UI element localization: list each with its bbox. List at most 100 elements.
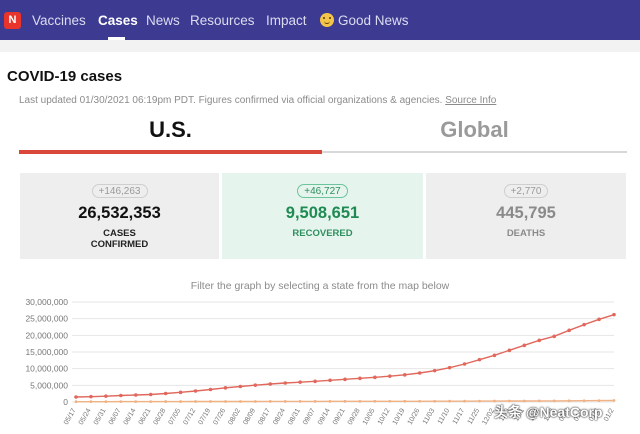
recovered-label: RECOVERED	[292, 228, 353, 239]
nav-impact[interactable]: Impact	[266, 13, 307, 28]
cases-point	[373, 375, 377, 380]
x-tick-label: 10/19	[392, 407, 407, 426]
cases-point	[402, 373, 407, 377]
x-tick-label: 10/12	[377, 407, 392, 426]
cases-point	[119, 393, 123, 398]
deaths-point	[104, 400, 108, 404]
deaths-point	[433, 399, 437, 403]
recovered-value: 9,508,651	[285, 204, 360, 222]
cases-point	[193, 389, 198, 393]
y-tick-label: 20,000,000	[25, 330, 68, 340]
x-tick-label: 08/31	[287, 407, 302, 426]
deaths-delta-badge: +2,770	[503, 184, 549, 198]
cases-point	[89, 394, 93, 399]
x-tick-label: 09/14	[317, 407, 332, 426]
deaths-point	[268, 400, 272, 403]
cases-point	[253, 383, 258, 387]
x-tick-label: 09/28	[347, 407, 362, 426]
deaths-point	[552, 399, 556, 403]
x-tick-label: 05/17	[63, 407, 78, 426]
deaths-point	[478, 399, 481, 403]
x-tick-label: 01/2	[603, 407, 616, 422]
deaths-point	[522, 399, 526, 403]
cases-point	[432, 368, 437, 373]
recovered-delta-badge: +46,727	[297, 184, 348, 198]
deaths-point	[358, 399, 362, 403]
x-tick-label: 11/25	[467, 407, 482, 425]
deaths-point	[134, 400, 138, 404]
logo-icon[interactable]: N	[4, 12, 21, 29]
x-tick-label: 09/07	[302, 407, 317, 426]
deaths-point	[597, 399, 601, 403]
x-tick-label: 08/17	[257, 407, 272, 426]
y-tick-label: 15,000,000	[25, 347, 68, 357]
cases-point	[447, 365, 452, 370]
tab-global[interactable]: Global	[440, 117, 509, 142]
deaths-point	[164, 400, 168, 403]
deaths-point	[194, 400, 197, 403]
cases-point	[597, 317, 601, 322]
x-tick-label: 11/03	[422, 407, 437, 425]
x-tick-label: 11/17	[452, 407, 467, 425]
deaths-label: DEATHS	[506, 228, 546, 239]
x-tick-label: 07/12	[182, 407, 197, 426]
deaths-card: +2,770 445,795 DEATHS	[426, 173, 626, 259]
nav-resources[interactable]: Resources	[190, 13, 255, 28]
cases-point	[612, 312, 616, 317]
cases-point	[238, 384, 243, 389]
deaths-point	[582, 399, 586, 403]
y-tick-label: 30,000,000	[25, 297, 68, 307]
x-tick-label: 10/26	[407, 407, 422, 426]
cases-point	[417, 371, 422, 375]
cases-point	[567, 328, 571, 333]
x-tick-label: 08/24	[272, 407, 287, 426]
cases-line-chart[interactable]: 0 5,000,000 10,000,000 15,000,000 20,000,000…	[0, 292, 640, 434]
cases-label: CASES CONFIRMED	[20, 228, 219, 250]
x-tick-label: 05/31	[93, 407, 108, 426]
cases-point	[388, 374, 392, 378]
cases-point	[74, 395, 78, 399]
cases-point	[208, 387, 213, 392]
deaths-value: 445,795	[496, 204, 556, 222]
sub-bar	[0, 40, 640, 52]
deaths-point	[238, 400, 242, 403]
tab-global-indicator	[322, 151, 627, 153]
x-tick-label: 05/24	[78, 407, 93, 426]
x-tick-label: 08/09	[242, 407, 257, 426]
deaths-point	[119, 400, 123, 404]
deaths-point	[89, 400, 93, 404]
cases-point	[522, 343, 527, 348]
cases-point	[477, 357, 482, 362]
cases-point	[268, 382, 273, 386]
nav-good-news[interactable]: Good News	[338, 13, 409, 28]
cases-value: 26,532,353	[78, 204, 161, 222]
cases-point	[298, 380, 302, 384]
x-tick-label: 06/21	[138, 407, 153, 426]
tab-us[interactable]: U.S.	[149, 117, 192, 142]
cases-point	[582, 322, 586, 327]
x-tick-label: 08/02	[227, 407, 242, 426]
x-tick-label: 11/10	[437, 407, 452, 425]
cases-point	[283, 381, 288, 385]
nav-cases[interactable]: Cases	[98, 13, 138, 28]
recovered-card: +46,727 9,508,651 RECOVERED	[222, 173, 423, 259]
deaths-point	[507, 399, 511, 403]
nav-news[interactable]: News	[146, 13, 180, 28]
last-updated-text: Last updated 01/30/2021 06:19pm PDT. Fig…	[19, 95, 443, 106]
deaths-point	[343, 399, 347, 403]
cases-point	[313, 379, 317, 384]
x-tick-label: 10/05	[362, 407, 377, 426]
deaths-point	[313, 399, 317, 403]
x-tick-label: 06/07	[108, 407, 123, 426]
cases-label-line2: CONFIRMED	[90, 239, 149, 250]
tab-us-indicator	[19, 150, 322, 154]
x-tick-label: 06/14	[123, 407, 138, 426]
x-tick-label: 09/21	[332, 407, 347, 426]
source-info-link[interactable]: Source Info	[445, 95, 497, 106]
filter-hint: Filter the graph by selecting a state fr…	[190, 280, 450, 292]
deaths-point	[493, 399, 496, 403]
nav-vaccines[interactable]: Vaccines	[32, 13, 86, 28]
cases-point	[507, 348, 512, 353]
cases-point	[148, 392, 153, 397]
cases-point	[492, 353, 497, 358]
